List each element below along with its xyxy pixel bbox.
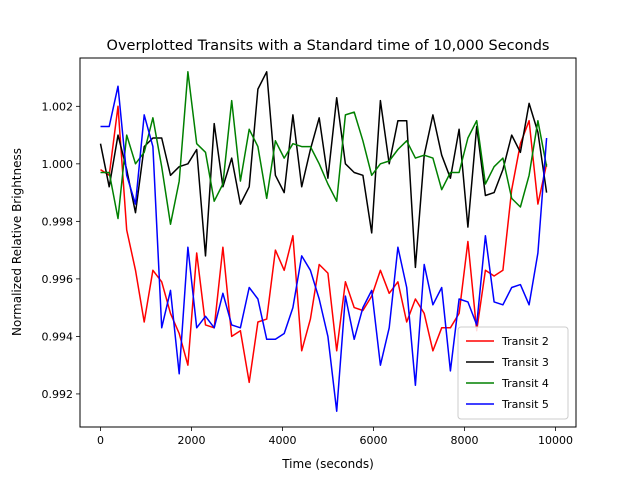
legend-label: Transit 4: [501, 377, 549, 390]
legend-label: Transit 3: [501, 356, 549, 369]
plot-area-frame: [79, 57, 577, 428]
y-tick-label: 0.996: [42, 273, 74, 286]
series-layer: [99, 71, 548, 412]
series-line-transit-4: [100, 71, 548, 225]
y-tick-label: 1.002: [42, 100, 74, 113]
y-axis-label: Normalized Relative Brightness: [10, 148, 24, 336]
x-tick-label: 0: [97, 434, 104, 447]
y-tick-label: 0.992: [42, 388, 74, 401]
y-axis-ticks: 0.992 0.994 0.996 0.998 1.000 1.002: [42, 100, 80, 401]
chart-title: Overplotted Transits with a Standard tim…: [107, 38, 550, 54]
x-tick-label: 8000: [451, 434, 479, 447]
x-tick-label: 4000: [268, 434, 296, 447]
legend-label: Transit 5: [501, 398, 549, 411]
series-line-transit-5: [100, 85, 548, 412]
x-tick-label: 2000: [177, 434, 205, 447]
y-tick-label: 0.994: [42, 330, 74, 343]
y-tick-label: 1.000: [42, 158, 74, 171]
x-tick-label: 6000: [360, 434, 388, 447]
x-axis-label: Time (seconds): [281, 457, 374, 471]
legend-label: Transit 2: [501, 335, 549, 348]
legend-box: [457, 326, 569, 420]
series-line-transit-3: [99, 71, 548, 269]
legend: Transit 2 Transit 3 Transit 4 Transit 5: [457, 326, 569, 420]
x-tick-label: 10000: [538, 434, 573, 447]
series-line-transit-2: [100, 105, 548, 384]
x-axis-ticks: 0 2000 4000 6000 8000 10000: [97, 427, 573, 447]
y-tick-label: 0.998: [42, 215, 74, 228]
